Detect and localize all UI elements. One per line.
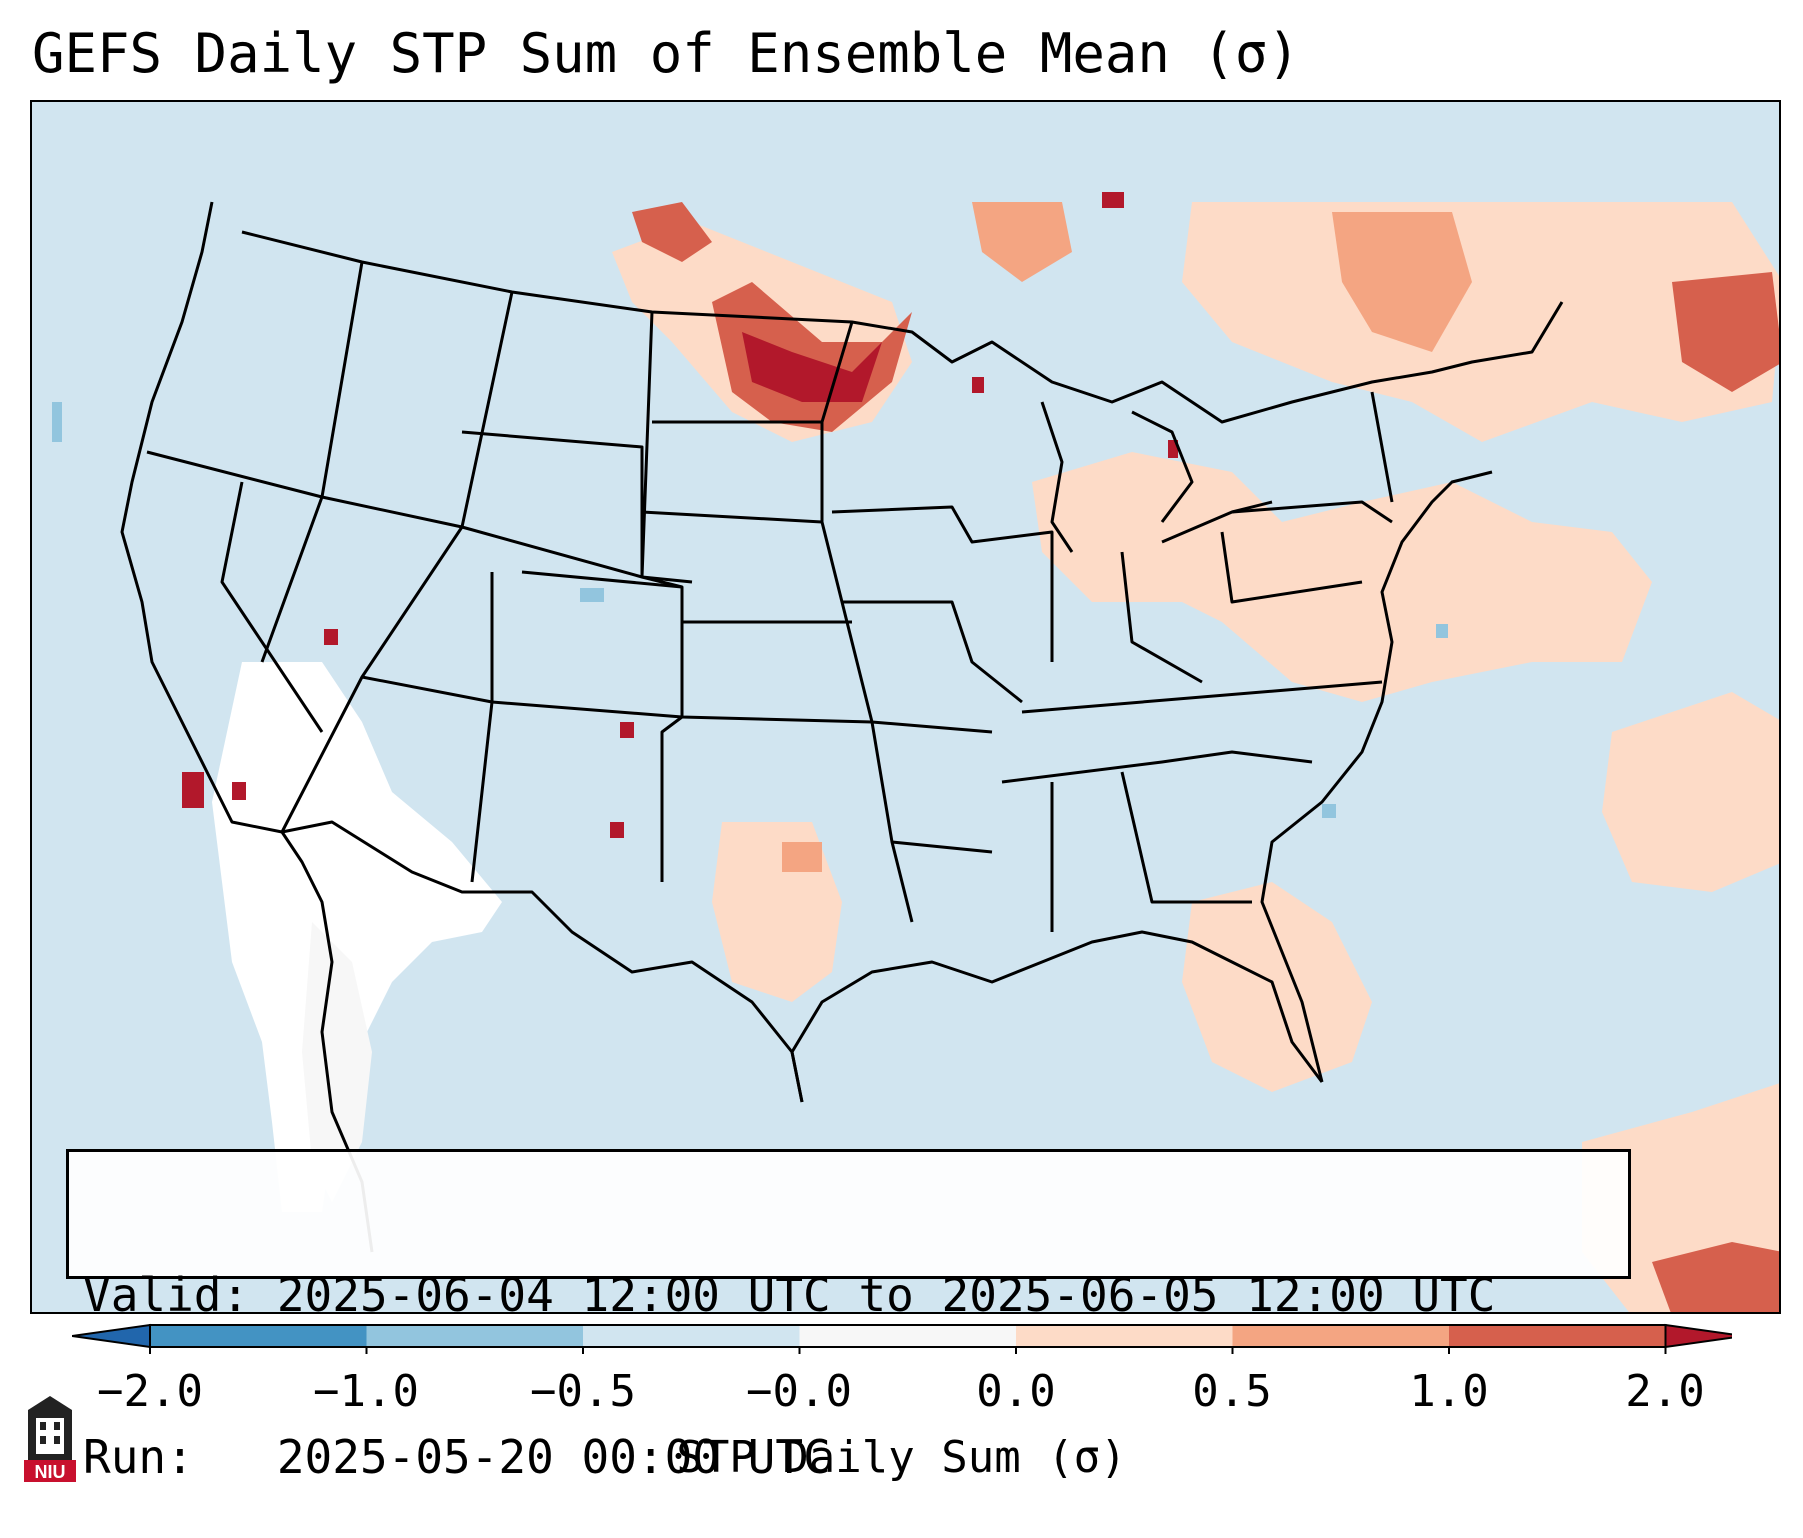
colorbar-tick-label: −0.5 (530, 1366, 636, 1417)
florida-east-coast (1260, 470, 1493, 1083)
state-line-20 (1370, 391, 1394, 503)
moderate-region-maritimes (1672, 272, 1779, 392)
colorbar-segment (1232, 1325, 1449, 1347)
colorbar-segment (1449, 1325, 1666, 1347)
state-line-12 (831, 505, 1054, 662)
moderate-region-quebec (1332, 212, 1472, 352)
state-line-22 (220, 481, 324, 733)
extreme-cell-nm-2 (610, 822, 624, 838)
logo-label: NIU (35, 1462, 66, 1482)
valid-time-text: Valid: 2025-06-04 12:00 UTC to 2025-06-0… (83, 1268, 1496, 1322)
moderate-region-panhandle (782, 842, 822, 872)
near-zero-region-baja (302, 922, 372, 1202)
anomaly-field (52, 192, 1779, 1312)
extreme-cell-nv (324, 629, 338, 645)
colorbar-tick-label: 1.0 (1409, 1366, 1489, 1417)
extreme-cell-nm (620, 722, 634, 738)
state-line-16 (1120, 771, 1252, 904)
us-mexico-border (281, 820, 804, 1103)
extreme-cell-ca (182, 772, 204, 808)
warm-region-great-lakes (1032, 452, 1652, 702)
state-line-14 (1001, 750, 1313, 784)
colorbar-label: STP Daily Sum (σ) (676, 1432, 1127, 1483)
state-line-3 (280, 291, 514, 833)
moderate-region-north-canada (972, 202, 1072, 282)
state-line-21 (461, 430, 644, 577)
strong-region-montana (632, 202, 712, 262)
near-zero-region-southwest (212, 662, 502, 1212)
state-line-24 (521, 570, 683, 589)
great-lakes-huron (1131, 410, 1194, 523)
boundaries (120, 201, 1564, 1253)
state-line-2 (260, 261, 364, 663)
extreme-region-dakotas (742, 332, 882, 402)
colorbar-extend-min (72, 1323, 151, 1349)
colorbar-outline (149, 1324, 1667, 1348)
great-lakes-michigan (1040, 401, 1074, 553)
negative-cell-co (580, 588, 604, 602)
colorbar-tick-label: −0.0 (746, 1366, 852, 1417)
colorbar-tick-label: −1.0 (313, 1366, 419, 1417)
colorbar-extend-max (1664, 1323, 1732, 1349)
colorbar (72, 1323, 1732, 1354)
state-line-23 (470, 572, 494, 883)
colorbar-tick-label: 2.0 (1625, 1366, 1705, 1417)
warm-region-ontario-quebec (1182, 202, 1779, 442)
validity-info-box: Valid: 2025-06-04 12:00 UTC to 2025-06-0… (66, 1149, 1631, 1484)
gulf-coast (790, 930, 1324, 1103)
state-line-19 (1231, 500, 1393, 524)
negative-cell-pacific (52, 402, 62, 442)
warm-region-atlantic (1602, 692, 1779, 892)
state-line-8 (641, 510, 823, 524)
colorbar-tick-label: −2.0 (97, 1366, 203, 1417)
colorbar-segment (583, 1325, 800, 1347)
extreme-cell-canada (1102, 192, 1124, 208)
negative-cell-atlantic-2 (1322, 804, 1336, 818)
colorbar-tick-label: 0.0 (976, 1366, 1056, 1417)
map-panel (30, 100, 1781, 1314)
us-coastline-west (120, 201, 374, 1253)
extreme-cell-wi (972, 377, 984, 393)
colorbar-segment (799, 1325, 1016, 1347)
warm-region-southeast (1182, 882, 1372, 1092)
run-time-text: Run: 2025-05-20 00:00 UTC (83, 1430, 831, 1484)
state-line-10 (891, 840, 993, 854)
colorbar-segment (150, 1325, 367, 1347)
extreme-cell-mi (1168, 440, 1178, 458)
state-line-13 (1021, 680, 1383, 714)
chart-title: GEFS Daily STP Sum of Ensemble Mean (σ) (32, 22, 1300, 85)
state-line-17 (1120, 551, 1203, 684)
state-line-5 (640, 311, 684, 882)
extreme-cell-ca-2 (232, 782, 246, 800)
colorbar-tick-label: 0.5 (1192, 1366, 1272, 1417)
strong-region-caribbean (1652, 1242, 1779, 1312)
us-canada-border (241, 230, 1564, 424)
niu-logo-icon: NIU (24, 1396, 76, 1482)
colorbar-segment (1016, 1325, 1233, 1347)
colorbar-segment (366, 1325, 583, 1347)
stp-map (32, 102, 1779, 1312)
negative-cell-atlantic (1436, 624, 1448, 638)
state-line-11 (842, 600, 1023, 704)
state-line-18 (1220, 531, 1363, 604)
